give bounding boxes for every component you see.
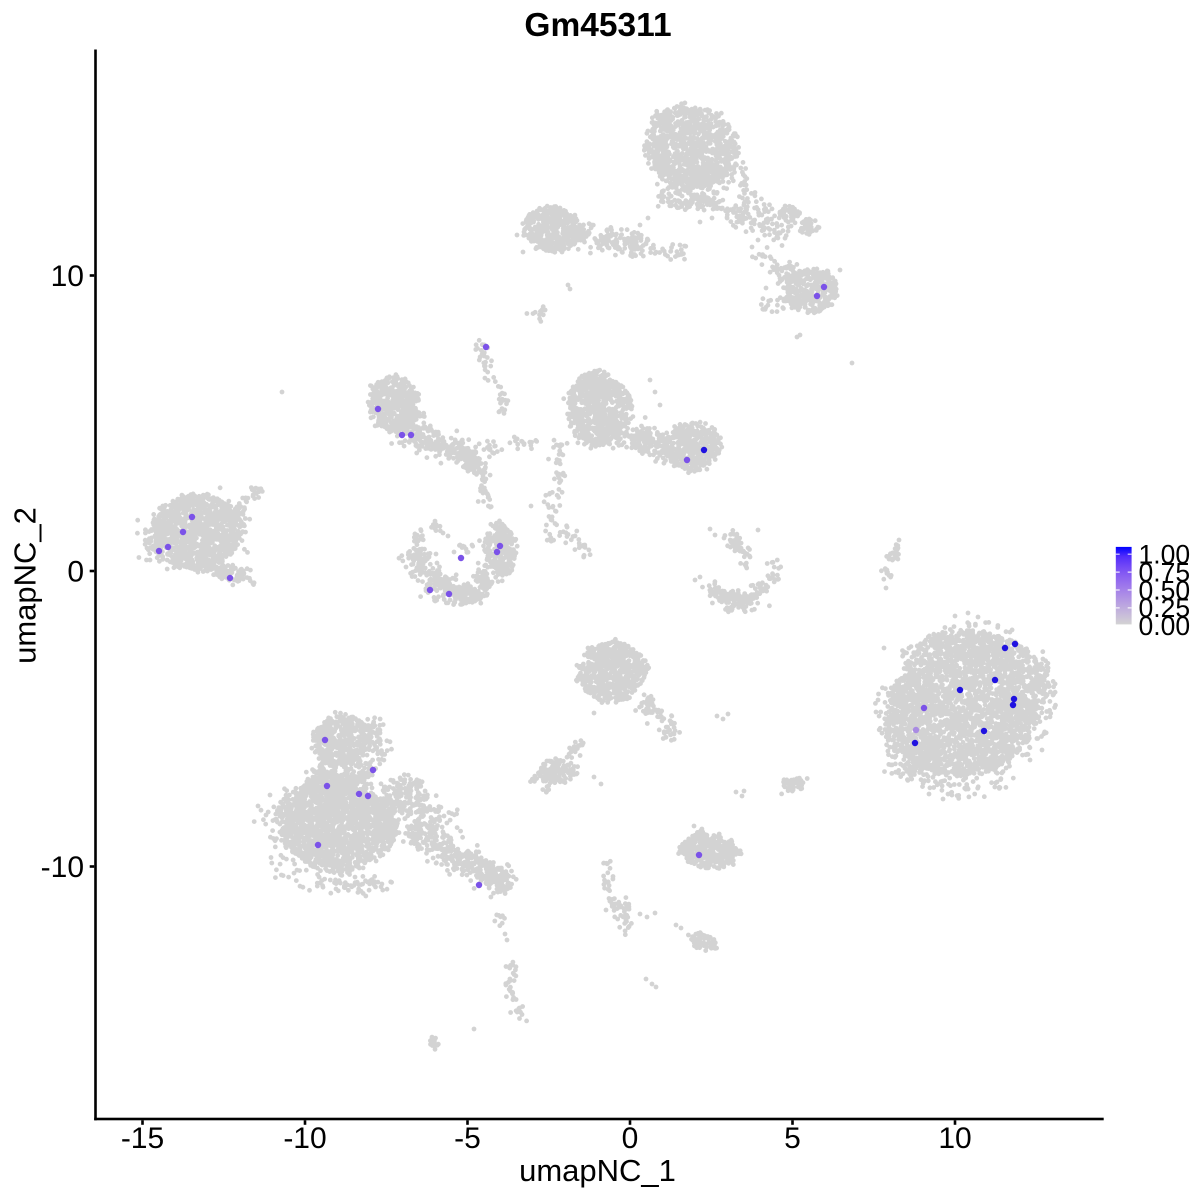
svg-text:-15: -15 <box>121 1122 164 1155</box>
svg-text:1.00: 1.00 <box>1139 540 1191 570</box>
svg-text:0.00: 0.00 <box>1139 611 1191 641</box>
svg-text:0.75: 0.75 <box>1139 557 1191 587</box>
svg-text:0.50: 0.50 <box>1139 575 1191 605</box>
svg-text:0: 0 <box>622 1122 639 1155</box>
svg-text:10: 10 <box>938 1122 971 1155</box>
svg-text:10: 10 <box>51 260 84 293</box>
svg-text:-10: -10 <box>283 1122 326 1155</box>
svg-text:0: 0 <box>67 556 84 589</box>
svg-text:umapNC_1: umapNC_1 <box>519 1153 676 1188</box>
svg-text:0.25: 0.25 <box>1139 593 1191 623</box>
svg-text:-5: -5 <box>454 1122 481 1155</box>
svg-text:-10: -10 <box>41 851 84 884</box>
svg-text:umapNC_2: umapNC_2 <box>8 507 43 664</box>
svg-text:Gm45311: Gm45311 <box>524 7 671 44</box>
svg-text:5: 5 <box>784 1122 801 1155</box>
